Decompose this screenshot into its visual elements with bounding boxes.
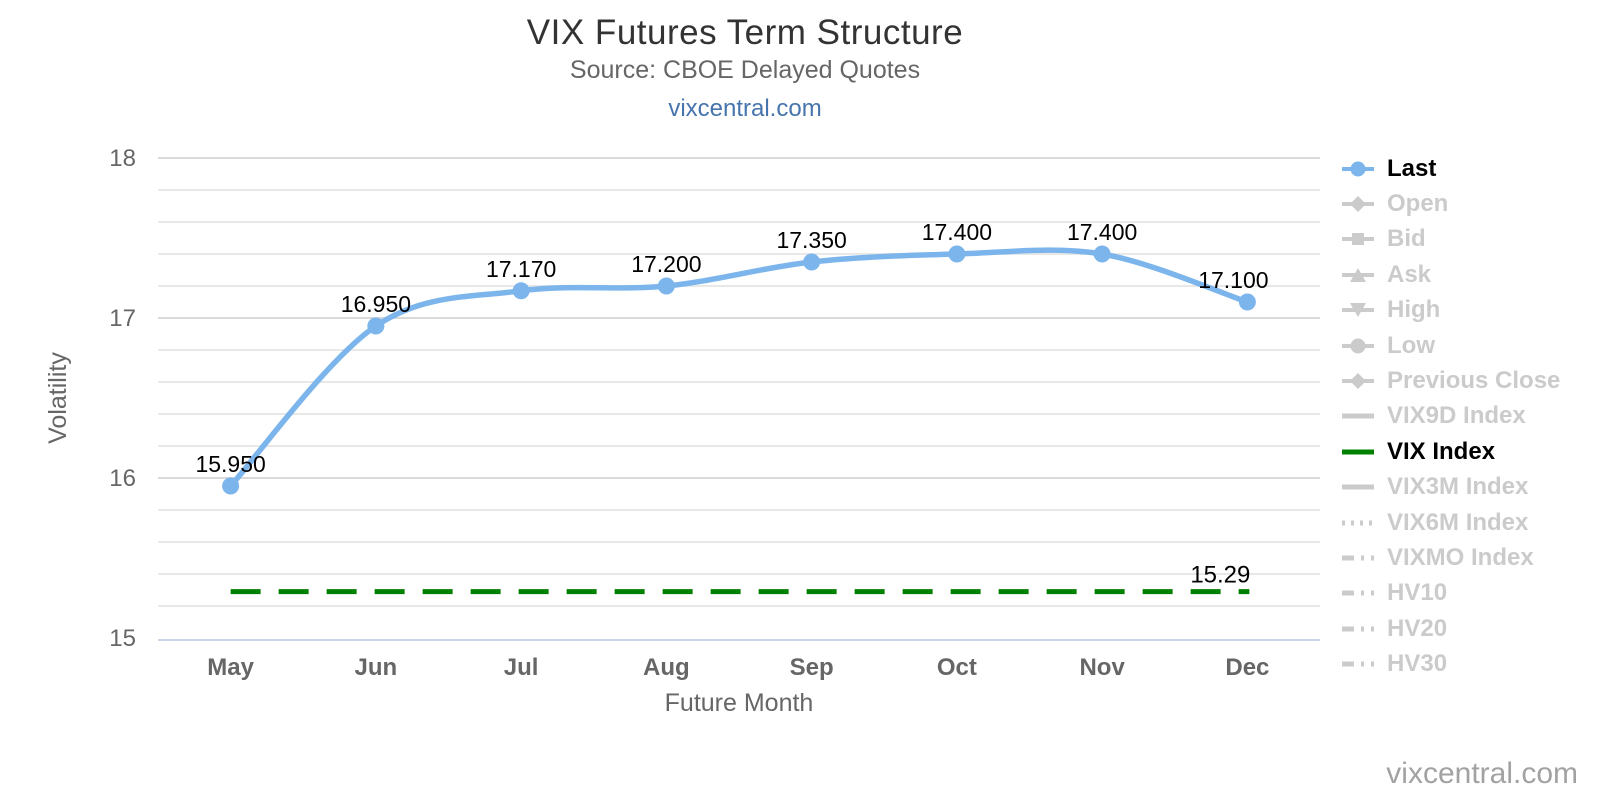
legend-item-hv20[interactable]: HV20 <box>1341 611 1560 646</box>
legend-item-label: Previous Close <box>1387 367 1561 395</box>
svg-text:17.200: 17.200 <box>631 251 701 277</box>
legend-item-label: Low <box>1387 331 1435 359</box>
data-point-marker[interactable] <box>1238 293 1256 311</box>
chart-title: VIX Futures Term Structure <box>526 13 964 52</box>
line-circle-icon <box>1342 338 1374 354</box>
line-dashdot-icon <box>1342 590 1374 596</box>
chart-subtitle: Source: CBOE Delayed Quotes <box>569 56 921 84</box>
legend-item-label: High <box>1387 296 1441 324</box>
svg-text:15.950: 15.950 <box>195 451 265 477</box>
legend-item-label: Open <box>1387 190 1449 218</box>
vixcentral-link[interactable]: vixcentral.com <box>668 95 822 122</box>
svg-text:17.100: 17.100 <box>1198 267 1268 293</box>
line-icon <box>1342 449 1374 455</box>
legend-item-high[interactable]: High <box>1341 293 1560 328</box>
svg-text:Dec: Dec <box>1225 654 1269 681</box>
legend-item-hv10[interactable]: HV10 <box>1341 576 1560 611</box>
data-point-marker[interactable] <box>803 253 821 271</box>
gridlines <box>158 157 1320 607</box>
line-dashdot-icon <box>1342 661 1374 667</box>
x-axis-title: Future Month <box>665 689 814 717</box>
svg-text:17.170: 17.170 <box>486 256 556 282</box>
legend-item-label: HV20 <box>1387 614 1448 642</box>
data-point-marker[interactable] <box>222 477 240 495</box>
svg-text:16.950: 16.950 <box>341 291 411 317</box>
line-square-icon <box>1342 233 1374 246</box>
line-triangle-down-icon <box>1342 303 1374 318</box>
legend-item-bid[interactable]: Bid <box>1341 222 1560 257</box>
legend-item-vixmo-index[interactable]: VIXMO Index <box>1341 540 1560 575</box>
svg-text:17: 17 <box>109 305 136 332</box>
legend-item-label: VIX9D Index <box>1387 402 1526 430</box>
legend-item-open[interactable]: Open <box>1341 186 1560 221</box>
legend-item-label: Ask <box>1387 260 1432 288</box>
legend-item-label: VIX Index <box>1387 437 1496 465</box>
last-series-markers <box>222 245 1256 495</box>
legend-item-label: HV10 <box>1387 579 1448 607</box>
line-icon <box>1342 484 1374 490</box>
svg-text:May: May <box>207 654 254 681</box>
line-triangle-up-icon <box>1342 267 1374 282</box>
svg-text:Sep: Sep <box>790 654 834 681</box>
data-point-marker[interactable] <box>367 317 385 335</box>
legend-item-vix9d-index[interactable]: VIX9D Index <box>1341 399 1560 434</box>
legend-item-previous-close[interactable]: Previous Close <box>1341 363 1560 398</box>
legend-item-hv30[interactable]: HV30 <box>1341 646 1560 681</box>
line-dotted-icon <box>1342 520 1374 526</box>
svg-text:Aug: Aug <box>643 654 690 681</box>
svg-text:16: 16 <box>109 465 136 492</box>
x-axis-tick-labels: May Jun Jul Aug Sep Oct Nov Dec <box>207 654 1269 681</box>
line-diamond-icon <box>1342 373 1374 390</box>
svg-text:Jun: Jun <box>355 654 398 681</box>
legend-item-label: Bid <box>1387 225 1426 253</box>
line-icon <box>1342 413 1374 419</box>
data-point-marker[interactable] <box>948 245 966 263</box>
svg-text:Nov: Nov <box>1079 654 1125 681</box>
line-circle-icon <box>1342 161 1374 177</box>
line-diamond-icon <box>1342 196 1374 213</box>
line-dashdot-icon <box>1342 626 1374 632</box>
svg-text:17.400: 17.400 <box>922 219 992 245</box>
svg-text:Oct: Oct <box>937 654 977 681</box>
watermark: vixcentral.com <box>1386 757 1578 790</box>
legend-item-label: HV30 <box>1387 650 1448 678</box>
legend-item-label: VIX3M Index <box>1387 473 1529 501</box>
legend-item-label: Last <box>1387 154 1437 182</box>
y-axis-tick-labels: 15 16 17 18 <box>109 145 136 652</box>
y-axis-title: Volatility <box>44 352 72 444</box>
svg-text:Jul: Jul <box>504 654 539 681</box>
legend-item-last[interactable]: Last <box>1341 151 1560 186</box>
svg-text:17.350: 17.350 <box>776 227 846 253</box>
legend-item-vix6m-index[interactable]: VIX6M Index <box>1341 505 1560 540</box>
svg-text:17.400: 17.400 <box>1067 219 1137 245</box>
vix-index-value-label: 15.29 <box>1190 562 1250 589</box>
data-point-marker[interactable] <box>1093 245 1111 263</box>
legend-item-vix-index[interactable]: VIX Index <box>1341 434 1560 469</box>
legend-item-vix3m-index[interactable]: VIX3M Index <box>1341 470 1560 505</box>
legend-item-ask[interactable]: Ask <box>1341 257 1560 292</box>
data-point-marker[interactable] <box>512 282 530 300</box>
data-point-marker[interactable] <box>657 277 675 295</box>
last-series-data-labels: 15.950 16.950 17.170 17.200 17.350 17.400 17.4… <box>195 219 1268 477</box>
legend-item-low[interactable]: Low <box>1341 328 1560 363</box>
line-dashdot-icon <box>1342 555 1374 561</box>
svg-text:15: 15 <box>109 625 136 652</box>
legend-item-label: VIXMO Index <box>1387 543 1534 571</box>
legend-item-label: VIX6M Index <box>1387 508 1529 536</box>
chart-header: VIX Futures Term Structure Source: CBOE … <box>0 0 1490 130</box>
svg-text:18: 18 <box>109 145 136 172</box>
legend: Last Open Bid Ask High Low Previous Close VIX9D… <box>1341 151 1560 682</box>
